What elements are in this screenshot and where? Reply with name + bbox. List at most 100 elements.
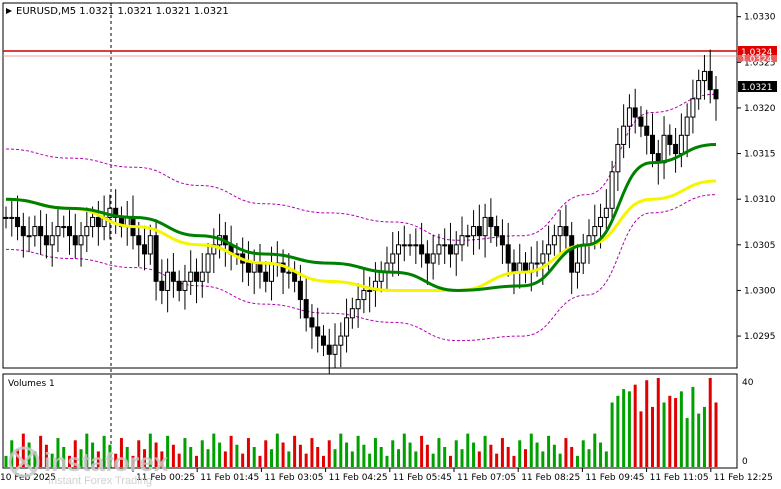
volume-bar (62, 446, 66, 467)
volume-bar (206, 449, 210, 467)
candle (476, 204, 482, 250)
y-tick-label: 1.0330 (744, 13, 776, 23)
candle (170, 253, 176, 298)
volume-bar (79, 449, 83, 467)
candle (650, 113, 656, 168)
candle (55, 207, 61, 253)
candle (326, 328, 332, 374)
volume-bar (44, 444, 48, 467)
candle-body (9, 216, 15, 219)
candle-body (159, 280, 165, 291)
x-tick-label: 11 Feb 09:45 (585, 473, 644, 483)
candle-body (436, 244, 442, 255)
volume-bar (599, 442, 603, 467)
candle (159, 259, 165, 305)
candle-body (540, 253, 546, 264)
volume-bar (639, 411, 643, 467)
candle (66, 210, 72, 255)
candle-body (113, 207, 119, 218)
candle (453, 231, 459, 276)
volume-bar (593, 433, 597, 467)
candle-body (38, 226, 44, 237)
candle-body (72, 235, 78, 246)
candle (626, 94, 632, 149)
volume-bar (189, 446, 193, 467)
candle-body (650, 134, 656, 155)
volume-bar (131, 455, 135, 467)
volume-bar (223, 451, 227, 467)
volume-bar (495, 453, 499, 467)
volume-bar (529, 433, 533, 467)
candle (551, 224, 557, 256)
candle (494, 215, 500, 247)
candle (401, 225, 407, 262)
candle-body (90, 216, 96, 228)
candle-body (505, 244, 511, 264)
volume-bar (275, 433, 279, 467)
volume-bar (368, 453, 372, 467)
volume-bar (304, 453, 308, 467)
volume-bar (287, 451, 291, 467)
candle-body (696, 80, 702, 100)
volume-bar (443, 446, 447, 467)
instaforex-logo-icon (8, 446, 40, 478)
volume-bar (56, 438, 60, 467)
candle-body (563, 226, 569, 237)
ma-slow-line (5, 179, 717, 292)
volume-bar (235, 444, 239, 467)
candle-body (413, 244, 419, 247)
lower-band-line (5, 194, 717, 342)
volume-bar (96, 451, 100, 467)
volume-bar (102, 435, 106, 467)
volume-bar (714, 402, 718, 467)
candle-body (176, 280, 182, 291)
x-tick-label: 11 Feb 07:05 (457, 473, 516, 483)
candle (621, 104, 627, 159)
volume-bar (119, 438, 123, 467)
volume-bar (472, 442, 476, 467)
candle (20, 212, 26, 258)
volume-bar (212, 433, 216, 467)
candle (505, 222, 511, 277)
candle (26, 216, 32, 253)
instaforex-watermark: instaforex Instant Forex Trading (8, 446, 169, 487)
volume-bar (558, 453, 562, 467)
price-axis: 1.0330 1.0325 1.0320 1.0315 1.0310 1.0305 1.03… (737, 13, 776, 342)
x-tick-label: 11 Feb 03:05 (264, 473, 323, 483)
candle (673, 128, 679, 173)
x-tick-label: 11 Feb 01:45 (200, 473, 259, 483)
volume-bar (73, 440, 77, 467)
candle (603, 189, 609, 234)
candle-body (471, 226, 477, 237)
candle-body (245, 262, 251, 273)
volume-bar (454, 440, 458, 467)
y-tick-label: 1.0295 (744, 332, 776, 342)
candle-body (349, 308, 355, 319)
volume-bar (350, 451, 354, 467)
candle (84, 207, 90, 253)
candle-body (263, 271, 269, 282)
volume-bar (651, 406, 655, 467)
candle-body (326, 344, 332, 355)
candle-body (199, 271, 205, 282)
y-tick-label: 1.0310 (744, 195, 776, 205)
candle-body (320, 335, 326, 346)
candle-body (84, 226, 90, 237)
volume-bar (535, 442, 539, 467)
volumes-scale-top: 40 (742, 378, 754, 388)
candle (644, 109, 650, 155)
volume-bar (241, 453, 245, 467)
volume-panel[interactable] (2, 373, 738, 469)
svg-text:1.0324: 1.0324 (741, 55, 773, 65)
candle (609, 160, 615, 220)
candle (696, 69, 702, 110)
time-axis: 10 Feb 2025 11 Feb 00:25 11 Feb 01:45 11 Fe… (0, 468, 773, 483)
volume-bar (547, 435, 551, 467)
volume-bar (512, 455, 516, 467)
volume-bar (616, 395, 620, 467)
volume-bar (321, 455, 325, 467)
volume-bar (402, 433, 406, 467)
current-price-badge: 1.0321 (738, 81, 777, 93)
candle (396, 231, 402, 276)
